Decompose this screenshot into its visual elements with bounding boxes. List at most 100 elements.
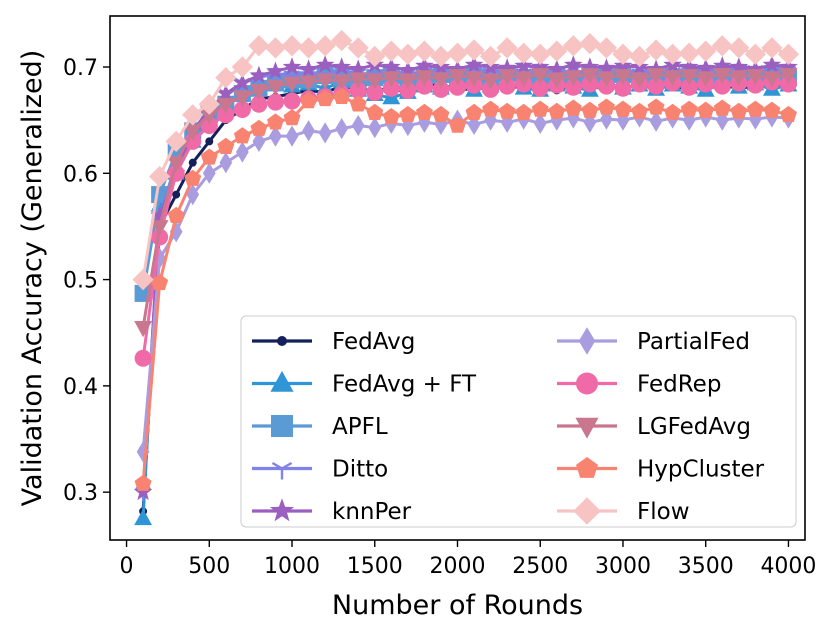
data-point-hypcluster [697, 101, 715, 118]
data-point-lgfedavg [514, 71, 533, 88]
data-point-hypcluster [597, 98, 615, 115]
data-point-flow [595, 37, 618, 59]
data-point-lgfedavg [531, 68, 550, 85]
data-point-fedrep [266, 93, 284, 111]
x-tick-label: 3500 [678, 554, 734, 579]
data-point-lgfedavg [365, 73, 384, 90]
data-point-fedrep [283, 92, 301, 110]
legend-label-flow: Flow [637, 499, 690, 525]
data-point-fedrep [217, 106, 235, 124]
legend-label-lgfedavg: LGFedAvg [637, 414, 751, 440]
data-point-knnper [762, 55, 782, 73]
data-point-lgfedavg [299, 75, 318, 92]
data-point-fedrep [680, 78, 698, 96]
data-point-knnper [712, 56, 732, 74]
series-line-partialfed [141, 115, 789, 452]
data-point-flow [744, 43, 766, 65]
data-point-knnper [150, 206, 169, 224]
data-point-hypcluster [680, 100, 698, 117]
data-point-hypcluster [382, 108, 400, 125]
data-point-partialfed [269, 125, 282, 147]
data-point-lgfedavg [564, 70, 583, 87]
data-point-lgfedavg [432, 72, 450, 89]
data-point-fedrep [713, 77, 731, 95]
data-point-hypcluster [333, 87, 351, 104]
data-point-lgfedavg [349, 72, 368, 89]
data-point-flow [612, 43, 634, 65]
x-tick-label: 1000 [264, 554, 320, 579]
data-point-partialfed [368, 116, 382, 139]
data-point-flow [132, 268, 154, 291]
data-point-hypcluster [366, 103, 384, 120]
data-point-fedrep [200, 116, 218, 134]
legend-marker-apfl [271, 415, 293, 437]
data-point-flow [628, 45, 651, 68]
data-point-flow [397, 43, 419, 65]
y-tick-label: 0.3 [63, 481, 98, 506]
data-point-lgfedavg [150, 220, 169, 237]
data-point-knnper [315, 55, 335, 73]
data-point-fedrep [647, 77, 665, 95]
data-point-hypcluster [399, 105, 417, 123]
data-point-lgfedavg [779, 68, 798, 85]
data-point-lgfedavg [233, 90, 252, 107]
data-point-lgfedavg [597, 71, 616, 88]
data-point-flow [281, 35, 303, 57]
data-point-fedrep [531, 79, 549, 97]
data-point-flow [695, 40, 717, 62]
data-point-knnper [547, 59, 567, 78]
data-point-knnper [398, 60, 418, 79]
legend-marker-fedavg-ft [270, 370, 294, 392]
data-point-lgfedavg [746, 69, 765, 86]
data-point-flow [562, 35, 584, 57]
data-point-knnper [679, 57, 699, 75]
data-point-hypcluster [515, 103, 533, 120]
data-point-hypcluster [250, 119, 268, 136]
data-point-hypcluster [779, 105, 797, 123]
data-point-knnper [746, 59, 765, 78]
legend-label-ditto: Ditto [332, 457, 388, 483]
legend-marker-hypcluster [576, 456, 598, 478]
data-point-lgfedavg [663, 70, 682, 87]
data-point-hypcluster [548, 102, 566, 119]
data-point-hypcluster [349, 95, 367, 112]
legend-label-apfl: APFL [332, 414, 388, 440]
data-point-hypcluster [498, 102, 516, 119]
data-point-flow [231, 56, 254, 78]
data-point-fedavg-ft [134, 508, 153, 526]
data-point-hypcluster [647, 98, 665, 115]
data-point-lgfedavg [316, 73, 335, 90]
series-line-hypcluster [141, 95, 789, 484]
legend-entry-fedrep: FedRep [557, 372, 721, 398]
data-point-flow [149, 165, 171, 188]
series-flow [132, 29, 800, 291]
data-point-fedrep [432, 80, 450, 98]
data-point-knnper [729, 57, 749, 75]
data-point-hypcluster [266, 113, 284, 130]
data-point-hypcluster [283, 109, 301, 126]
data-point-partialfed [219, 152, 233, 174]
data-point-flow [761, 37, 783, 59]
data-point-lgfedavg [614, 69, 632, 86]
data-point-knnper [282, 57, 302, 75]
data-point-flow [198, 93, 220, 115]
data-point-fedrep [366, 84, 384, 102]
data-point-lgfedavg [250, 84, 268, 101]
data-point-partialfed [302, 120, 315, 142]
data-point-flow [711, 35, 733, 57]
data-point-partialfed [236, 141, 249, 163]
data-point-knnper [514, 56, 533, 74]
data-point-hypcluster [730, 102, 748, 119]
x-tick-label: 2000 [430, 554, 486, 579]
series-line-knnper [141, 63, 789, 493]
data-point-flow [182, 104, 204, 126]
legend-box [240, 315, 797, 528]
data-point-partialfed [202, 162, 216, 184]
legend-entry-apfl: APFL [252, 414, 388, 440]
data-point-partialfed [186, 183, 200, 206]
data-point-fedrep [382, 79, 400, 97]
legend-marker-fedrep [576, 372, 598, 395]
series-layer [132, 29, 800, 526]
data-point-hypcluster [581, 101, 599, 118]
legend-marker-partialfed [578, 327, 596, 355]
